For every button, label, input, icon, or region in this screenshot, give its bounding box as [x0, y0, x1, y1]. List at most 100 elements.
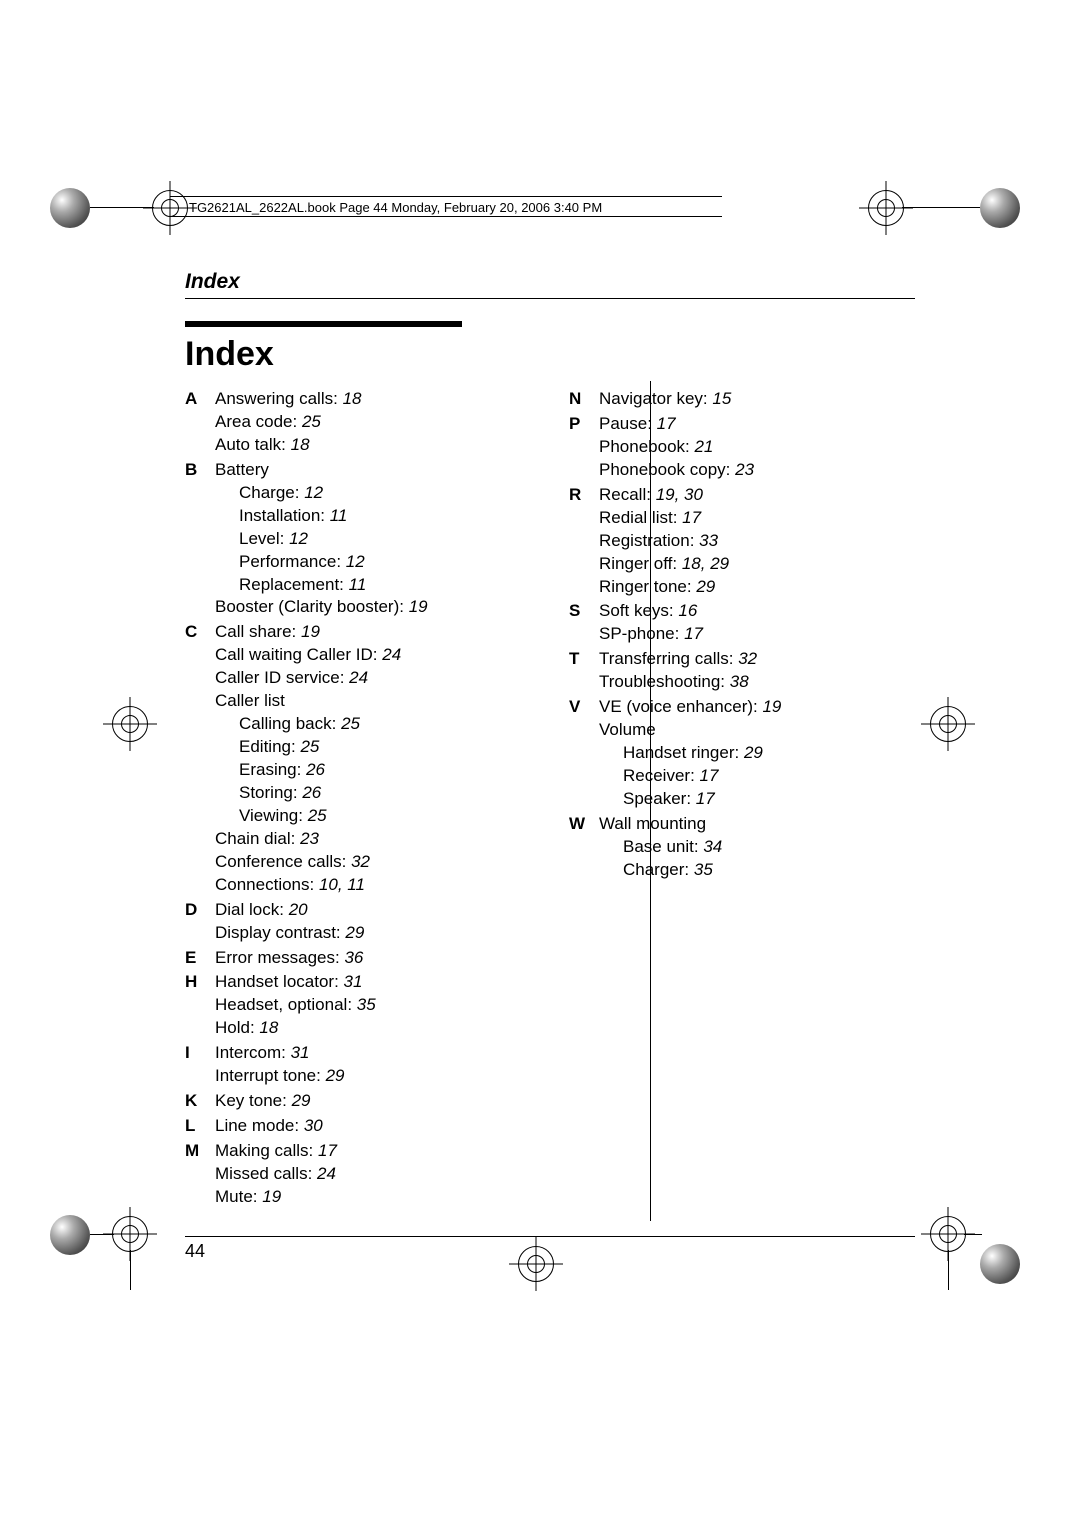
- index-entry: Making calls: 17: [215, 1140, 531, 1163]
- index-entry: Ringer tone: 29: [599, 576, 915, 599]
- index-subentry: Receiver: 17: [599, 765, 915, 788]
- index-entry: Troubleshooting: 38: [599, 671, 915, 694]
- index-entry: Headset, optional: 35: [215, 994, 531, 1017]
- index-entries: Wall mountingBase unit: 34Charger: 35: [599, 813, 915, 882]
- index-entry: Hold: 18: [215, 1017, 531, 1040]
- index-letter-group: HHandset locator: 31Headset, optional: 3…: [185, 971, 531, 1040]
- index-subentry: Calling back: 25: [215, 713, 531, 736]
- index-entries: Dial lock: 20Display contrast: 29: [215, 899, 531, 945]
- index-letter: N: [569, 388, 599, 411]
- index-entry: VE (voice enhancer): 19: [599, 696, 915, 719]
- index-entry: Connections: 10, 11: [215, 874, 531, 897]
- index-subentry: Handset ringer: 29: [599, 742, 915, 765]
- crop-line: [90, 1234, 114, 1235]
- index-columns: AAnswering calls: 18Area code: 25Auto ta…: [185, 388, 915, 1228]
- index-subentry: Installation: 11: [215, 505, 531, 528]
- index-entries: Line mode: 30: [215, 1115, 531, 1138]
- index-entries: BatteryCharge: 12Installation: 11Level: …: [215, 459, 531, 620]
- register-mark-icon: [868, 190, 904, 226]
- index-entries: Intercom: 31Interrupt tone: 29: [215, 1042, 531, 1088]
- index-entries: Call share: 19Call waiting Caller ID: 24…: [215, 621, 531, 896]
- header-line: TG2621AL_2622AL.book Page 44 Monday, Feb…: [185, 199, 606, 216]
- page-number: 44: [185, 1241, 915, 1262]
- index-entry: Phonebook copy: 23: [599, 459, 915, 482]
- index-entry: SP-phone: 17: [599, 623, 915, 646]
- index-entries: Error messages: 36: [215, 947, 531, 970]
- index-subentry: Editing: 25: [215, 736, 531, 759]
- index-entry: Soft keys: 16: [599, 600, 915, 623]
- register-mark-icon: [112, 1216, 148, 1252]
- print-ball-icon: [980, 188, 1020, 228]
- index-entry: Caller list: [215, 690, 531, 713]
- index-entry: Booster (Clarity booster): 19: [215, 596, 531, 619]
- running-head: Index: [185, 270, 915, 294]
- index-entries: Handset locator: 31Headset, optional: 35…: [215, 971, 531, 1040]
- index-entry: Caller ID service: 24: [215, 667, 531, 690]
- index-subentry: Viewing: 25: [215, 805, 531, 828]
- index-letter-group: SSoft keys: 16SP-phone: 17: [569, 600, 915, 646]
- crop-line: [964, 1234, 982, 1235]
- crop-line: [130, 1250, 131, 1290]
- index-entry: Conference calls: 32: [215, 851, 531, 874]
- index-entry: Phonebook: 21: [599, 436, 915, 459]
- index-letter: R: [569, 484, 599, 507]
- index-subentry: Charge: 12: [215, 482, 531, 505]
- index-letter-group: TTransferring calls: 32Troubleshooting: …: [569, 648, 915, 694]
- index-letter: I: [185, 1042, 215, 1065]
- crop-line: [902, 207, 980, 208]
- index-letter: W: [569, 813, 599, 836]
- register-mark-icon: [152, 190, 188, 226]
- print-ball-icon: [50, 188, 90, 228]
- index-entry: Call waiting Caller ID: 24: [215, 644, 531, 667]
- index-entry: Chain dial: 23: [215, 828, 531, 851]
- index-letter-group: BBatteryCharge: 12Installation: 11Level:…: [185, 459, 531, 620]
- index-letter-group: IIntercom: 31Interrupt tone: 29: [185, 1042, 531, 1088]
- index-entries: Key tone: 29: [215, 1090, 531, 1113]
- index-entry: Area code: 25: [215, 411, 531, 434]
- index-letter-group: MMaking calls: 17Missed calls: 24Mute: 1…: [185, 1140, 531, 1209]
- index-entry: Redial list: 17: [599, 507, 915, 530]
- rule-thin: [185, 298, 915, 299]
- index-letter-group: AAnswering calls: 18Area code: 25Auto ta…: [185, 388, 531, 457]
- index-entries: VE (voice enhancer): 19VolumeHandset rin…: [599, 696, 915, 811]
- register-mark-icon: [930, 1216, 966, 1252]
- index-letter: E: [185, 947, 215, 970]
- index-letter-group: NNavigator key: 15: [569, 388, 915, 411]
- index-letter: S: [569, 600, 599, 623]
- index-letter: T: [569, 648, 599, 671]
- index-entry: Interrupt tone: 29: [215, 1065, 531, 1088]
- index-letter: A: [185, 388, 215, 411]
- index-letter-group: VVE (voice enhancer): 19VolumeHandset ri…: [569, 696, 915, 811]
- index-entries: Soft keys: 16SP-phone: 17: [599, 600, 915, 646]
- index-letter: K: [185, 1090, 215, 1113]
- index-letter: D: [185, 899, 215, 922]
- crop-line: [948, 1250, 949, 1290]
- column-separator: [650, 381, 651, 1221]
- index-entries: Making calls: 17Missed calls: 24Mute: 19: [215, 1140, 531, 1209]
- index-subentry: Performance: 12: [215, 551, 531, 574]
- index-entry: Volume: [599, 719, 915, 742]
- index-entry: Call share: 19: [215, 621, 531, 644]
- index-subentry: Erasing: 26: [215, 759, 531, 782]
- index-subentry: Charger: 35: [599, 859, 915, 882]
- index-entry: Recall: 19, 30: [599, 484, 915, 507]
- index-entry: Intercom: 31: [215, 1042, 531, 1065]
- index-entry: Key tone: 29: [215, 1090, 531, 1113]
- index-letter: P: [569, 413, 599, 436]
- print-ball-icon: [50, 1215, 90, 1255]
- index-letter: M: [185, 1140, 215, 1163]
- index-letter-group: EError messages: 36: [185, 947, 531, 970]
- index-entry: Dial lock: 20: [215, 899, 531, 922]
- index-letter-group: PPause: 17Phonebook: 21Phonebook copy: 2…: [569, 413, 915, 482]
- index-entry: Handset locator: 31: [215, 971, 531, 994]
- index-letter: V: [569, 696, 599, 719]
- index-entries: Pause: 17Phonebook: 21Phonebook copy: 23: [599, 413, 915, 482]
- index-entry: Answering calls: 18: [215, 388, 531, 411]
- print-ball-icon: [980, 1244, 1020, 1284]
- index-letter-group: DDial lock: 20Display contrast: 29: [185, 899, 531, 945]
- index-subentry: Level: 12: [215, 528, 531, 551]
- index-entry: Mute: 19: [215, 1186, 531, 1209]
- index-letter-group: KKey tone: 29: [185, 1090, 531, 1113]
- index-entries: Answering calls: 18Area code: 25Auto tal…: [215, 388, 531, 457]
- index-letter-group: LLine mode: 30: [185, 1115, 531, 1138]
